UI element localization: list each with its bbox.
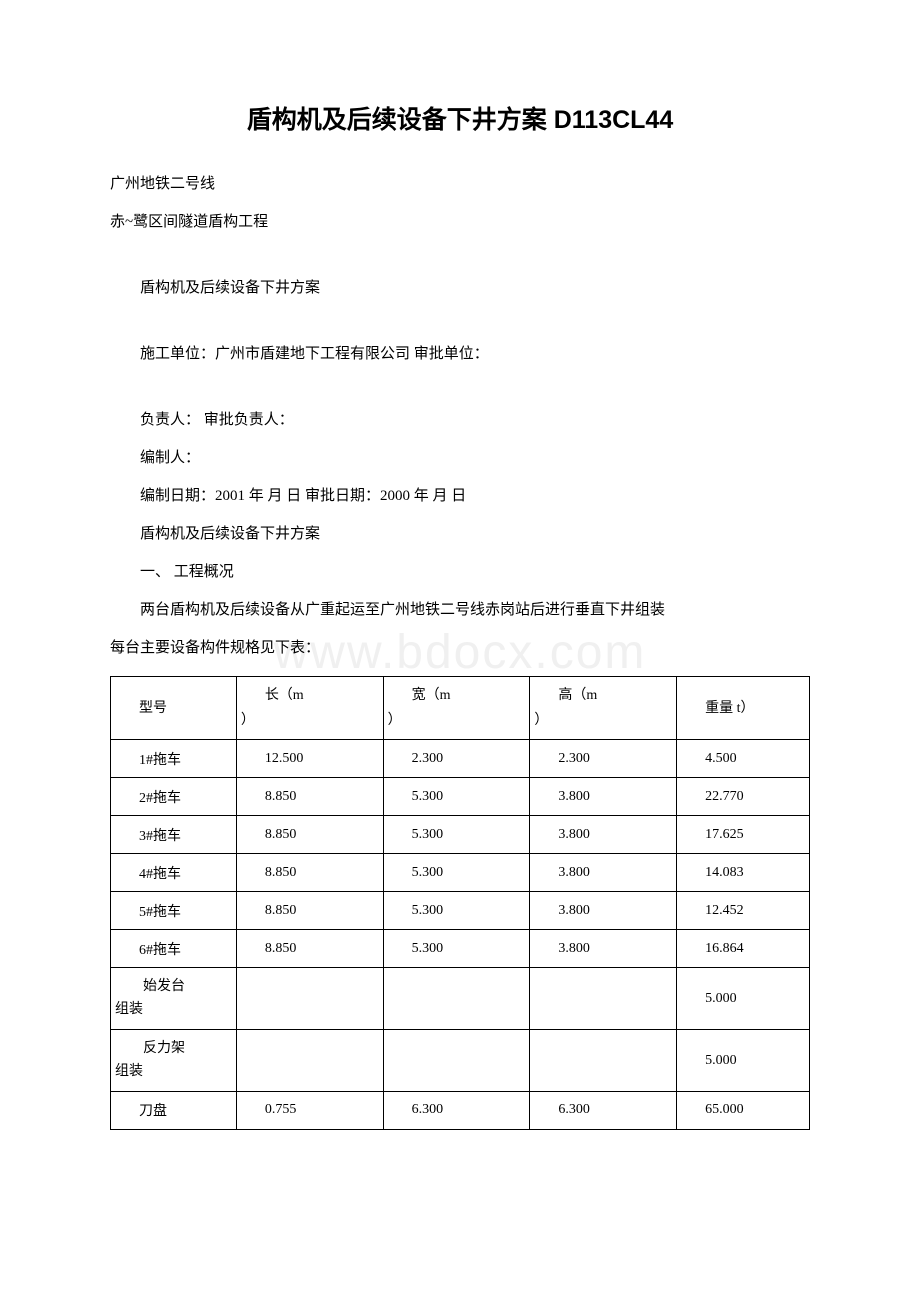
cell-model: 始发台组装 xyxy=(111,968,237,1030)
table-row: 1#拖车 12.500 2.300 2.300 4.500 xyxy=(111,740,810,778)
cell-height: 3.800 xyxy=(530,854,677,892)
cell-weight: 4.500 xyxy=(677,740,810,778)
cell-width: 5.300 xyxy=(383,778,530,816)
cell-width xyxy=(383,968,530,1030)
header-height-a: 高（m xyxy=(558,688,597,703)
cell-model: 3#拖车 xyxy=(111,816,237,854)
cell-height: 3.800 xyxy=(530,930,677,968)
line-9: 一、 工程概况 xyxy=(110,554,810,590)
table-row: 4#拖车 8.850 5.300 3.800 14.083 xyxy=(111,854,810,892)
cell-model-b: 组装 xyxy=(115,1002,143,1017)
header-width-a: 宽（m xyxy=(412,688,451,703)
table-row: 刀盘 0.755 6.300 6.300 65.000 xyxy=(111,1091,810,1129)
cell-model: 反力架组装 xyxy=(111,1030,237,1092)
spec-table-container: 型号 长（m ） 宽（m ） 高（m ） 重量 t） 1#拖车 12.500 2.30… xyxy=(110,676,810,1130)
cell-width xyxy=(383,1030,530,1092)
cell-height xyxy=(530,1030,677,1092)
table-row: 5#拖车 8.850 5.300 3.800 12.452 xyxy=(111,892,810,930)
line-6: 编制人： xyxy=(110,440,810,476)
cell-length xyxy=(236,968,383,1030)
cell-length: 8.850 xyxy=(236,930,383,968)
cell-height: 3.800 xyxy=(530,892,677,930)
line-5: 负责人： 审批负责人： xyxy=(110,402,810,438)
cell-height: 6.300 xyxy=(530,1091,677,1129)
cell-weight: 65.000 xyxy=(677,1091,810,1129)
cell-weight: 22.770 xyxy=(677,778,810,816)
cell-weight: 12.452 xyxy=(677,892,810,930)
line-1: 广州地铁二号线 xyxy=(110,166,810,202)
cell-length: 0.755 xyxy=(236,1091,383,1129)
table-row: 始发台组装 5.000 xyxy=(111,968,810,1030)
line-4: 施工单位：广州市盾建地下工程有限公司 审批单位： xyxy=(110,336,810,372)
cell-width: 6.300 xyxy=(383,1091,530,1129)
line-7: 编制日期：2001 年 月 日 审批日期：2000 年 月 日 xyxy=(110,478,810,514)
cell-height: 2.300 xyxy=(530,740,677,778)
cell-weight: 14.083 xyxy=(677,854,810,892)
cell-weight: 5.000 xyxy=(677,1030,810,1092)
cell-model-a: 始发台 xyxy=(115,979,185,994)
cell-length: 12.500 xyxy=(236,740,383,778)
line-11: 每台主要设备构件规格见下表： xyxy=(110,630,810,666)
table-row: 2#拖车 8.850 5.300 3.800 22.770 xyxy=(111,778,810,816)
document-title: 盾构机及后续设备下井方案 D113CL44 xyxy=(110,100,810,136)
cell-length: 8.850 xyxy=(236,854,383,892)
header-length-a: 长（m xyxy=(265,688,304,703)
cell-width: 5.300 xyxy=(383,854,530,892)
cell-height: 3.800 xyxy=(530,816,677,854)
cell-width: 2.300 xyxy=(383,740,530,778)
header-length: 长（m ） xyxy=(236,677,383,740)
table-row: 反力架组装 5.000 xyxy=(111,1030,810,1092)
spec-table: 型号 长（m ） 宽（m ） 高（m ） 重量 t） 1#拖车 12.500 2.30… xyxy=(110,676,810,1130)
cell-model-b: 组装 xyxy=(115,1064,143,1079)
cell-height: 3.800 xyxy=(530,778,677,816)
cell-length: 8.850 xyxy=(236,778,383,816)
header-height: 高（m ） xyxy=(530,677,677,740)
header-model: 型号 xyxy=(111,677,237,740)
cell-model: 6#拖车 xyxy=(111,930,237,968)
cell-model: 4#拖车 xyxy=(111,854,237,892)
cell-weight: 16.864 xyxy=(677,930,810,968)
header-width: 宽（m ） xyxy=(383,677,530,740)
cell-model: 1#拖车 xyxy=(111,740,237,778)
header-height-b: ） xyxy=(534,713,548,728)
cell-width: 5.300 xyxy=(383,892,530,930)
header-weight: 重量 t） xyxy=(677,677,810,740)
line-2: 赤~鹭区间隧道盾构工程 xyxy=(110,204,810,240)
cell-width: 5.300 xyxy=(383,930,530,968)
cell-model: 刀盘 xyxy=(111,1091,237,1129)
header-width-b: ） xyxy=(388,713,402,728)
table-row: 6#拖车 8.850 5.300 3.800 16.864 xyxy=(111,930,810,968)
line-8: 盾构机及后续设备下井方案 xyxy=(110,516,810,552)
header-length-b: ） xyxy=(241,713,255,728)
cell-length xyxy=(236,1030,383,1092)
cell-weight: 17.625 xyxy=(677,816,810,854)
line-10: 两台盾构机及后续设备从广重起运至广州地铁二号线赤岗站后进行垂直下井组装 xyxy=(110,592,810,628)
table-row: 3#拖车 8.850 5.300 3.800 17.625 xyxy=(111,816,810,854)
cell-height xyxy=(530,968,677,1030)
cell-length: 8.850 xyxy=(236,892,383,930)
table-header-row: 型号 长（m ） 宽（m ） 高（m ） 重量 t） xyxy=(111,677,810,740)
cell-weight: 5.000 xyxy=(677,968,810,1030)
cell-length: 8.850 xyxy=(236,816,383,854)
line-3: 盾构机及后续设备下井方案 xyxy=(110,270,810,306)
cell-width: 5.300 xyxy=(383,816,530,854)
cell-model: 2#拖车 xyxy=(111,778,237,816)
cell-model: 5#拖车 xyxy=(111,892,237,930)
cell-model-a: 反力架 xyxy=(115,1041,185,1056)
